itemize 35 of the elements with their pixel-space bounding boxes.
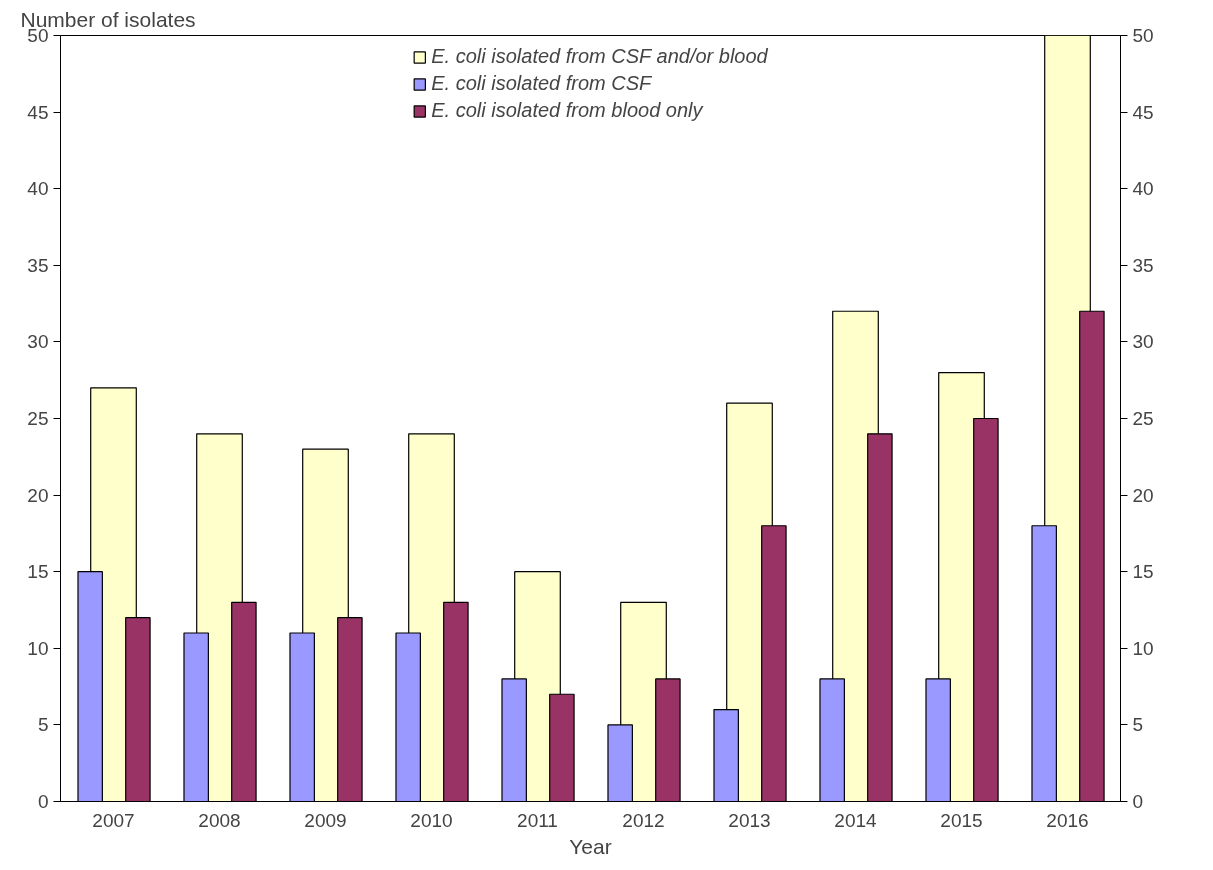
y2-tick-label: 30 (1132, 331, 1154, 353)
y2-tick-label: 35 (1132, 254, 1154, 276)
y-tick-label: 15 (27, 561, 49, 583)
y2-tick-label: 40 (1132, 178, 1154, 200)
y2-tick-label: 45 (1132, 101, 1154, 123)
x-tick-label: 2012 (622, 809, 665, 831)
y-tick-label: 25 (27, 408, 49, 429)
y2-tick-label: 15 (1132, 561, 1154, 583)
y-tick-label: 0 (37, 791, 49, 812)
y-tick-label: 45 (27, 101, 49, 123)
y-tick-label: 40 (27, 178, 49, 200)
legend-label: E. coli isolated from CSF and/or blood (431, 45, 768, 68)
x-tick-label: 2009 (304, 809, 347, 831)
y2-tick-label: 50 (1132, 25, 1154, 46)
x-tick-label: 2010 (410, 809, 453, 831)
y-tick-label: 10 (27, 637, 49, 659)
y-tick-label: 5 (37, 714, 49, 736)
y2-tick-label: 0 (1132, 791, 1144, 812)
y2-tick-label: 5 (1132, 714, 1144, 736)
x-tick-label: 2011 (517, 809, 558, 831)
y-tick-label: 20 (27, 484, 49, 506)
y2-tick-label: 10 (1132, 637, 1154, 659)
x-axis-title: Year (569, 834, 612, 858)
x-tick-label: 2014 (834, 809, 878, 831)
x-tick-label: 2016 (1046, 809, 1089, 831)
x-tick-label: 2007 (92, 809, 135, 831)
x-tick-label: 2013 (728, 809, 771, 831)
y2-tick-label: 25 (1132, 408, 1154, 429)
x-tick-label: 2008 (198, 809, 241, 831)
y-tick-label: 35 (27, 254, 49, 276)
legend-label: E. coli isolated from blood only (431, 99, 703, 122)
legend-label: E. coli isolated from CSF (431, 72, 652, 95)
x-tick-label: 2015 (940, 809, 983, 831)
y2-tick-label: 20 (1132, 484, 1154, 506)
y-tick-label: 30 (27, 331, 49, 353)
